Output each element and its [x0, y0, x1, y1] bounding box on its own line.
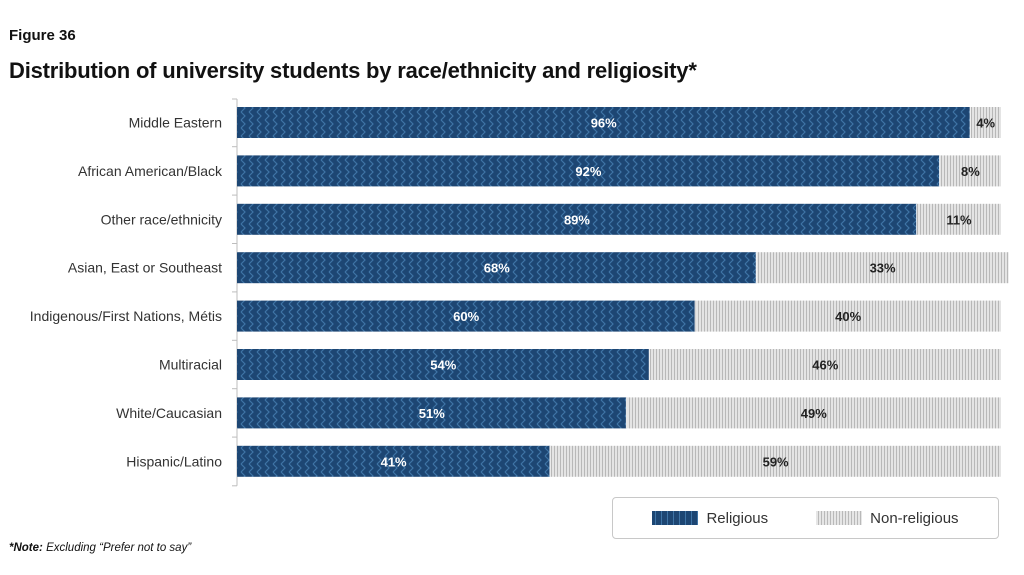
bar-non-religious — [649, 349, 1001, 380]
bar-religious — [237, 252, 757, 284]
data-label-non-religious: 59% — [763, 454, 789, 469]
bar-non-religious — [626, 397, 1001, 429]
data-label-non-religious: 46% — [812, 358, 838, 373]
data-label-non-religious: 8% — [961, 164, 980, 179]
category-label: Other race/ethnicity — [101, 211, 222, 227]
data-label-non-religious: 49% — [801, 406, 827, 421]
legend-item-religious: Religious — [652, 510, 768, 527]
bar-religious — [237, 155, 940, 187]
bar-religious — [237, 300, 696, 332]
data-label-religious: 92% — [575, 164, 601, 179]
footnote: *Note: Excluding “Prefer not to say” — [9, 542, 191, 554]
legend-swatch-non-religious — [816, 511, 863, 525]
footnote-prefix: *Note: — [9, 542, 43, 554]
category-label: Middle Eastern — [129, 115, 222, 131]
data-label-non-religious: 11% — [946, 212, 972, 227]
category-label: Asian, East or Southeast — [68, 260, 222, 276]
data-label-non-religious: 33% — [870, 261, 896, 276]
data-label-religious: 54% — [430, 358, 456, 373]
data-label-religious: 60% — [453, 309, 479, 324]
bar-non-religious — [756, 252, 1009, 284]
data-label-religious: 96% — [591, 116, 617, 131]
bar-non-religious — [939, 155, 1001, 187]
bar-non-religious — [970, 107, 1001, 138]
bar-non-religious — [695, 300, 1001, 332]
data-label-religious: 68% — [484, 261, 510, 276]
bar-religious — [237, 203, 917, 235]
bar-religious — [237, 445, 551, 477]
category-label: Indigenous/First Nations, Métis — [30, 308, 222, 324]
legend-label-non-religious: Non-religious — [870, 509, 959, 527]
legend-item-non-religious: Non-religious — [816, 509, 959, 527]
bar-religious — [237, 349, 650, 380]
category-label: Hispanic/Latino — [126, 453, 222, 469]
data-label-religious: 51% — [419, 406, 445, 421]
data-label-non-religious: 40% — [835, 309, 861, 324]
data-label-religious: 89% — [564, 212, 590, 227]
data-label-religious: 41% — [381, 454, 407, 469]
bar-non-religious — [916, 203, 1001, 235]
chart-title: Distribution of university students by r… — [9, 58, 697, 83]
bar-non-religious — [550, 445, 1001, 477]
bar-religious — [237, 397, 627, 429]
chart-legend: Religious Non-religious — [612, 497, 999, 539]
category-label: African American/Black — [78, 163, 223, 179]
bar-religious — [237, 107, 971, 138]
data-label-non-religious: 4% — [976, 116, 995, 131]
figure-label: Figure 36 — [9, 27, 76, 44]
footnote-text: Excluding “Prefer not to say” — [42, 542, 192, 554]
category-label: Multiracial — [159, 357, 222, 373]
category-label: White/Caucasian — [116, 405, 222, 421]
legend-label-religious: Religious — [706, 509, 769, 527]
legend-swatch-religious — [652, 511, 699, 525]
